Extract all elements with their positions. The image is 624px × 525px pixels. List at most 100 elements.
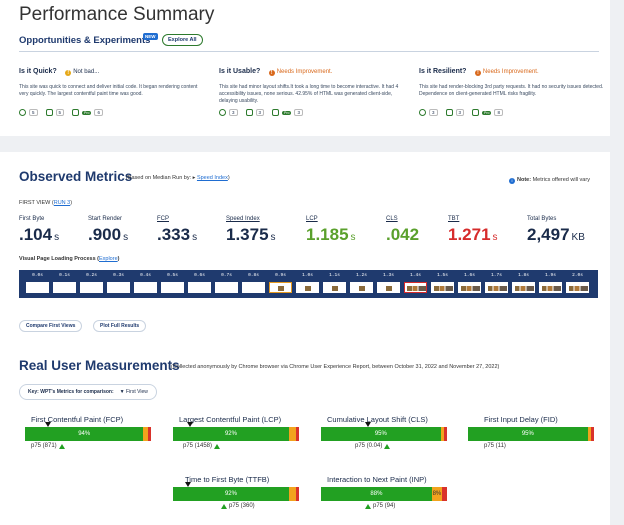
rum-inp: Interaction to Next Paint (INP) 88% 8% p7… [321, 475, 447, 509]
filmstrip-frame[interactable]: 1.9s [537, 270, 564, 298]
rum-fid: First Input Delay (FID) 95% p75 (11) [468, 415, 594, 449]
wpt-marker [187, 422, 193, 427]
new-badge: NEW [143, 33, 158, 40]
rum-lcp: Largest Contentful Paint (LCP) 92% p75 (… [173, 415, 299, 449]
visual-loading-label: Visual Page Loading Process (Explore) [19, 256, 120, 262]
explore-link[interactable]: Explore [98, 256, 118, 262]
quick-counts: 5 5 Pro 6 [19, 109, 103, 116]
run-link[interactable]: RUN 3 [53, 200, 71, 206]
experiment-count[interactable]: 3 [419, 109, 438, 116]
filmstrip-frame[interactable]: 1.6s [456, 270, 483, 298]
flask-icon [72, 109, 80, 116]
arrow-up-icon [221, 503, 227, 509]
usable-question: Is it Usable? [219, 68, 261, 75]
filmstrip-frame[interactable]: 0.2s [78, 270, 105, 298]
flask-icon [472, 109, 480, 116]
filmstrip-frame[interactable]: 0.3s [105, 270, 132, 298]
flask-icon [272, 109, 280, 116]
observed-metrics-title: Observed Metrics [19, 169, 133, 184]
clock-icon [19, 109, 26, 116]
speed-index-link[interactable]: Speed Index [196, 175, 228, 181]
wpt-marker [185, 482, 191, 487]
opportunity-count[interactable]: 5 [45, 109, 65, 116]
filmstrip-frame[interactable]: 0.9s [267, 270, 294, 298]
resilient-status: ! Needs Improvement. [474, 69, 539, 76]
filmstrip-frame[interactable]: 0.0s [24, 270, 51, 298]
metric-value: 1.375 s [226, 225, 276, 244]
resilient-counts: 3 3 Pro 8 [419, 109, 503, 116]
filmstrip-frame[interactable]: 1.1s [321, 270, 348, 298]
metric-speed-index[interactable]: Speed Index 1.375 s [226, 216, 276, 244]
metric-value: 1.271 s [448, 225, 498, 244]
metric-cls[interactable]: CLS .042 [386, 216, 420, 244]
warning-icon: ! [65, 70, 72, 76]
clock-icon [219, 109, 226, 116]
compare-first-views-button[interactable]: Compare First Views [19, 320, 83, 332]
filmstrip-frame[interactable]: 1.7s [483, 270, 510, 298]
filmstrip-frame[interactable]: 1.5s [429, 270, 456, 298]
filmstrip[interactable]: 0.0s 0.1s 0.2s 0.3s 0.4s 0.5s 0.6s 0.7s … [19, 270, 598, 298]
metric-value: .333 s [157, 225, 198, 244]
plot-full-results-button[interactable]: Plot Full Results [93, 320, 147, 332]
filmstrip-frame[interactable]: 0.4s [132, 270, 159, 298]
metric-value: 2,497 KB [527, 225, 585, 244]
filmstrip-frame[interactable]: 0.1s [51, 270, 78, 298]
resilient-column: Is it Resilient? ! Needs Improvement. Thi… [419, 60, 604, 116]
metric-value: .042 [386, 225, 420, 244]
explore-all-button[interactable]: Explore All [162, 34, 203, 46]
quick-status: ! Not bad... [65, 69, 99, 76]
metric-value: .104 s [19, 225, 60, 244]
quick-column: Is it Quick? ! Not bad... This site was q… [19, 60, 204, 116]
info-icon: i [509, 178, 515, 184]
resilient-description: This site had render-blocking 3rd party … [419, 84, 604, 97]
rum-subtitle: (Collected anonymously by Chrome browser… [171, 364, 500, 370]
opportunities-heading: Opportunities & Experiments [19, 35, 151, 46]
calendar-icon [445, 109, 453, 116]
rum-fcp: First Contentful Paint (FCP) 94% p75 (87… [25, 415, 151, 449]
opportunity-count[interactable]: 3 [245, 109, 265, 116]
resilient-question: Is it Resilient? [419, 68, 467, 75]
rum-cls: Cumulative Layout Shift (CLS) 95% p75 (0… [321, 415, 447, 449]
metric-total-bytes: Total Bytes 2,497 KB [527, 216, 585, 244]
metric-tbt[interactable]: TBT 1.271 s [448, 216, 498, 244]
rum-title: Real User Measurements [19, 358, 180, 373]
first-view-label: FIRST VIEW (RUN 3) [19, 200, 73, 206]
filmstrip-frame[interactable]: 1.8s [510, 270, 537, 298]
filmstrip-frame[interactable]: 1.3s [375, 270, 402, 298]
clock-icon [419, 109, 426, 116]
metrics-note: i Note: Metrics offered will vary [509, 177, 590, 184]
arrow-up-icon [58, 443, 65, 449]
quick-question: Is it Quick? [19, 68, 57, 75]
usable-counts: 3 3 Pro 3 [219, 109, 303, 116]
pro-count[interactable]: Pro 6 [72, 109, 103, 116]
observed-metrics-subtitle: (Based on Median Run by: ▸ Speed Index) [126, 175, 230, 181]
calendar-icon [45, 109, 53, 116]
comparison-key: Key: WPT's Metrics for comparison: ▼ Firs… [19, 384, 157, 400]
metric-value: .900 s [88, 225, 129, 244]
filmstrip-frame[interactable]: 0.8s [240, 270, 267, 298]
filmstrip-frame[interactable]: 1.4s [402, 270, 429, 298]
filmstrip-frame[interactable]: 0.7s [213, 270, 240, 298]
first-view-dropdown[interactable]: ▼ First View [119, 389, 148, 395]
filmstrip-frame[interactable]: 2.0s [564, 270, 591, 298]
calendar-icon [245, 109, 253, 116]
arrow-up-icon [384, 443, 391, 449]
filmstrip-frame[interactable]: 0.6s [186, 270, 213, 298]
metric-fcp[interactable]: FCP .333 s [157, 216, 198, 244]
metric-lcp[interactable]: LCP 1.185 s [306, 216, 356, 244]
wpt-marker [365, 422, 371, 427]
filmstrip-frame[interactable]: 0.5s [159, 270, 186, 298]
rum-panel: Real User Measurements (Collected anonym… [0, 346, 610, 525]
usable-status: ! Needs Improvement. [268, 69, 332, 76]
alert-icon: ! [474, 70, 481, 76]
filmstrip-frame[interactable]: 1.0s [294, 270, 321, 298]
filmstrip-frame[interactable]: 1.2s [348, 270, 375, 298]
pro-count[interactable]: Pro 8 [472, 109, 503, 116]
metric-first-byte: First Byte .104 s [19, 216, 60, 244]
experiment-count[interactable]: 5 [19, 109, 38, 116]
rum-ttfb: Time to First Byte (TTFB) 92% p75 (360) [173, 475, 299, 509]
pro-count[interactable]: Pro 3 [272, 109, 303, 116]
opportunity-count[interactable]: 3 [445, 109, 465, 116]
experiment-count[interactable]: 3 [219, 109, 238, 116]
usable-description: This site had minor layout shifts.It too… [219, 84, 399, 104]
